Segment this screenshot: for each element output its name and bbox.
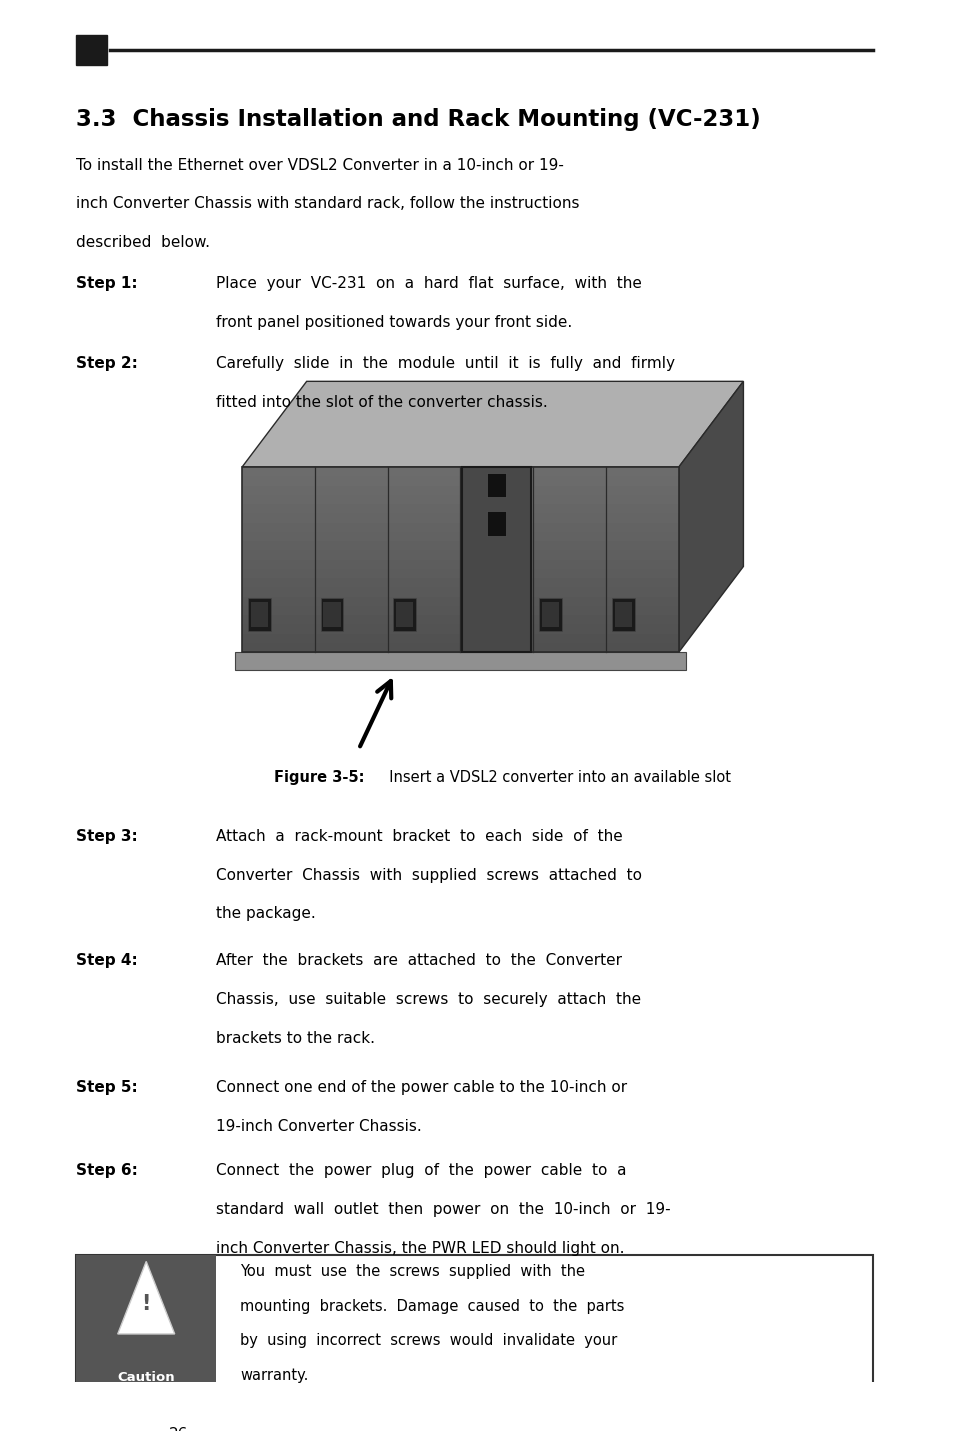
Bar <box>242 514 679 522</box>
Bar <box>242 551 679 560</box>
Bar <box>611 598 634 631</box>
Bar <box>153 1424 160 1431</box>
Bar <box>248 598 271 631</box>
Bar <box>234 653 686 670</box>
Text: After  the  brackets  are  attached  to  the  Converter: After the brackets are attached to the C… <box>216 953 621 969</box>
Bar <box>242 568 679 578</box>
Bar <box>76 1255 873 1398</box>
Text: Connect  the  power  plug  of  the  power  cable  to  a: Connect the power plug of the power cabl… <box>216 1163 626 1178</box>
Text: Place  your  VC-231  on  a  hard  flat  surface,  with  the: Place your VC-231 on a hard flat surface… <box>216 276 641 292</box>
Text: Connect one end of the power cable to the 10-inch or: Connect one end of the power cable to th… <box>216 1080 627 1096</box>
Bar <box>76 34 107 64</box>
Bar <box>242 532 679 541</box>
Polygon shape <box>679 381 742 653</box>
Bar <box>395 602 413 627</box>
Text: front panel positioned towards your front side.: front panel positioned towards your fron… <box>216 315 572 331</box>
Bar <box>242 467 679 477</box>
Text: Step 5:: Step 5: <box>76 1080 137 1096</box>
Text: inch Converter Chassis with standard rack, follow the instructions: inch Converter Chassis with standard rac… <box>76 196 578 212</box>
Bar <box>320 598 343 631</box>
Bar <box>242 615 679 624</box>
Text: warranty.: warranty. <box>240 1368 308 1382</box>
Text: 26: 26 <box>169 1427 188 1431</box>
Text: the package.: the package. <box>216 906 315 922</box>
Text: 3.3  Chassis Installation and Rack Mounting (VC-231): 3.3 Chassis Installation and Rack Mounti… <box>76 107 760 130</box>
Text: by  using  incorrect  screws  would  invalidate  your: by using incorrect screws would invalida… <box>240 1334 617 1348</box>
Text: To install the Ethernet over VDSL2 Converter in a 10-inch or 19-: To install the Ethernet over VDSL2 Conve… <box>76 157 563 173</box>
Text: fitted into the slot of the converter chassis.: fitted into the slot of the converter ch… <box>216 395 548 411</box>
Text: Step 4:: Step 4: <box>76 953 137 969</box>
Bar <box>242 605 679 615</box>
Bar <box>242 578 679 587</box>
Text: mounting  brackets.  Damage  caused  to  the  parts: mounting brackets. Damage caused to the … <box>240 1299 624 1314</box>
Bar <box>76 1255 216 1398</box>
Bar <box>242 477 679 485</box>
Text: Chassis,  use  suitable  screws  to  securely  attach  the: Chassis, use suitable screws to securely… <box>216 992 641 1007</box>
Text: standard  wall  outlet  then  power  on  the  10-inch  or  19-: standard wall outlet then power on the 1… <box>216 1202 670 1216</box>
Bar <box>242 624 679 634</box>
Text: Step 3:: Step 3: <box>76 829 137 844</box>
Bar <box>487 472 506 498</box>
Bar <box>242 541 679 551</box>
Text: Insert a VDSL2 converter into an available slot: Insert a VDSL2 converter into an availab… <box>379 770 730 784</box>
Bar <box>323 602 340 627</box>
Bar <box>393 598 416 631</box>
Text: described  below.: described below. <box>76 235 210 250</box>
Text: Attach  a  rack-mount  bracket  to  each  side  of  the: Attach a rack-mount bracket to each side… <box>216 829 622 844</box>
Text: 19-inch Converter Chassis.: 19-inch Converter Chassis. <box>216 1119 422 1135</box>
Polygon shape <box>117 1262 174 1334</box>
Bar <box>462 467 531 653</box>
Text: Step 1:: Step 1: <box>76 276 137 292</box>
Bar <box>614 602 631 627</box>
Text: Converter  Chassis  with  supplied  screws  attached  to: Converter Chassis with supplied screws a… <box>216 867 641 883</box>
Text: Step 6:: Step 6: <box>76 1163 137 1178</box>
Text: brackets to the rack.: brackets to the rack. <box>216 1030 375 1046</box>
Bar <box>242 495 679 504</box>
Bar <box>538 598 561 631</box>
Bar <box>242 634 679 643</box>
Bar <box>242 643 679 653</box>
Text: Figure 3-5:: Figure 3-5: <box>274 770 364 784</box>
Text: inch Converter Chassis, the PWR LED should light on.: inch Converter Chassis, the PWR LED shou… <box>216 1241 624 1256</box>
Bar <box>242 560 679 568</box>
Text: You  must  use  the  screws  supplied  with  the: You must use the screws supplied with th… <box>240 1264 584 1279</box>
Bar <box>242 522 679 532</box>
Bar <box>242 504 679 514</box>
Bar <box>251 602 268 627</box>
Text: Carefully  slide  in  the  module  until  it  is  fully  and  firmly: Carefully slide in the module until it i… <box>216 356 675 372</box>
Bar <box>487 511 506 537</box>
Bar <box>242 587 679 597</box>
Text: !: ! <box>141 1294 151 1314</box>
Text: Step 2:: Step 2: <box>76 356 137 372</box>
Polygon shape <box>242 381 742 467</box>
Bar <box>541 602 558 627</box>
Bar <box>242 597 679 605</box>
Bar <box>242 485 679 495</box>
Text: Caution: Caution <box>117 1371 174 1384</box>
